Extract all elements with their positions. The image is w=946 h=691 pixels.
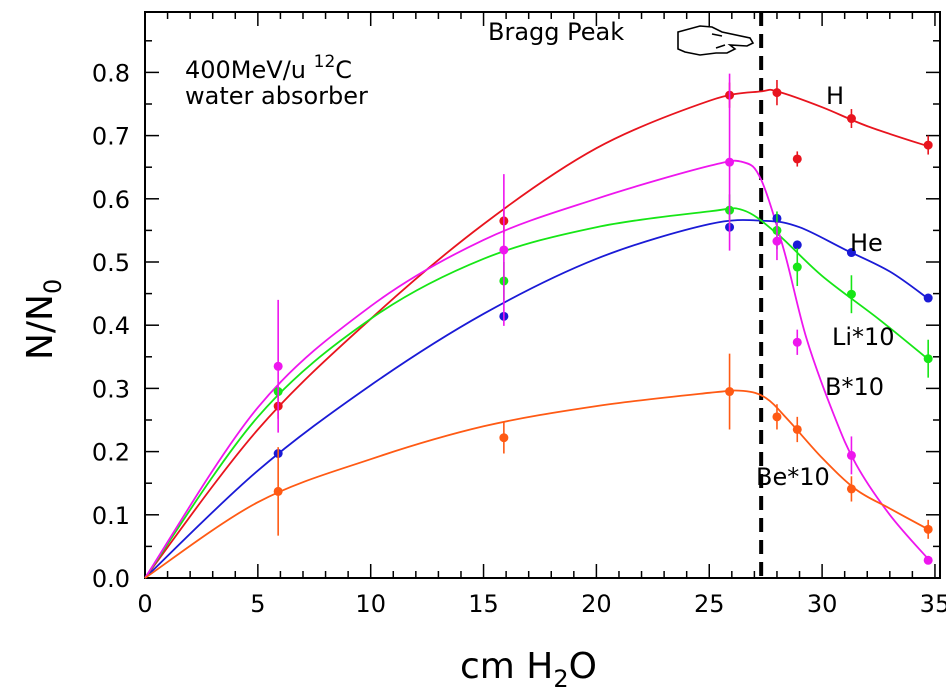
data-point-be-10 <box>923 524 933 534</box>
data-point-b-10 <box>273 361 283 371</box>
x-tick-label: 20 <box>581 590 612 618</box>
fit-curve-h <box>144 88 929 579</box>
series-label-li: Li*10 <box>832 323 895 351</box>
x-axis-title-sub: 2 <box>553 665 568 691</box>
data-point-be-10 <box>772 412 782 422</box>
fit-curve-b-10 <box>144 159 929 579</box>
y-tick-label: 0.0 <box>92 565 130 593</box>
fit-curve-he <box>144 219 929 579</box>
y-axis-title-sub: 0 <box>39 279 67 294</box>
x-tick-label: 30 <box>807 590 838 618</box>
y-tick-label: 0.6 <box>92 186 130 214</box>
plot-frame <box>144 11 941 579</box>
data-point-b-10 <box>923 555 933 565</box>
data-point-he <box>923 293 933 303</box>
data-point-be-10 <box>792 424 802 434</box>
x-axis-title: cm H2O <box>460 646 597 691</box>
data-point-be-10 <box>846 484 856 494</box>
y-tick-label: 0.8 <box>92 59 130 87</box>
data-point-h <box>772 88 782 98</box>
annotation-line1-suffix: C <box>335 56 352 84</box>
y-tick-label: 0.5 <box>92 249 130 277</box>
y-axis-title: N/N0 <box>20 279 67 360</box>
x-tick-label: 0 <box>137 590 152 618</box>
data-point-he <box>792 240 802 250</box>
data-point-he <box>846 248 856 258</box>
data-points <box>273 73 933 565</box>
data-point-li-10 <box>846 289 856 299</box>
x-tick-label: 35 <box>920 590 946 618</box>
data-point-b-10 <box>772 236 782 246</box>
y-tick-label: 0.4 <box>92 312 130 340</box>
x-tick-label: 15 <box>468 590 499 618</box>
data-point-b-10 <box>499 245 509 255</box>
data-point-li-10 <box>923 354 933 364</box>
annotation-line1-prefix: 400MeV/u <box>185 56 314 84</box>
data-point-h <box>846 114 856 124</box>
fit-curves <box>144 88 929 579</box>
y-tick-label: 0.3 <box>92 375 130 403</box>
data-point-b-10 <box>846 450 856 460</box>
series-label-he: He <box>850 229 883 257</box>
annotation-line1: 400MeV/u 12C <box>185 52 352 84</box>
data-point-b-10 <box>792 337 802 347</box>
series-label-b: B*10 <box>825 373 884 401</box>
annotation-line1-sup: 12 <box>314 52 336 72</box>
annotation-line2: water absorber <box>185 82 368 110</box>
x-tick-label: 10 <box>355 590 386 618</box>
y-tick-label: 0.1 <box>92 502 130 530</box>
fit-curve-li-10 <box>144 207 929 579</box>
axis-tick-labels: 0 5 10 15 20 25 30 35 0.0 0.1 0.2 0.3 0.4 0.5 0.6 0.7 0.… <box>92 59 946 618</box>
data-point-be-10 <box>273 486 283 496</box>
data-point-b-10 <box>725 157 735 167</box>
data-point-be-10 <box>499 433 509 443</box>
data-point-be-10 <box>725 387 735 397</box>
x-tick-label: 25 <box>694 590 725 618</box>
series-label-be: Be*10 <box>756 463 830 491</box>
pointing-hand-icon <box>677 25 755 56</box>
y-tick-label: 0.2 <box>92 439 130 467</box>
x-axis-title-main: cm H <box>460 646 553 687</box>
data-point-h <box>923 140 933 150</box>
bragg-peak-label: Bragg Peak <box>488 18 624 46</box>
y-tick-label: 0.7 <box>92 123 130 151</box>
series-label-h: H <box>826 82 844 110</box>
x-tick-label: 5 <box>250 590 265 618</box>
x-axis-title-tail: O <box>569 646 597 687</box>
data-point-li-10 <box>792 262 802 272</box>
data-point-h <box>792 154 802 164</box>
y-axis-title-main: N/N <box>20 294 61 360</box>
fit-curve-be-10 <box>144 389 929 579</box>
